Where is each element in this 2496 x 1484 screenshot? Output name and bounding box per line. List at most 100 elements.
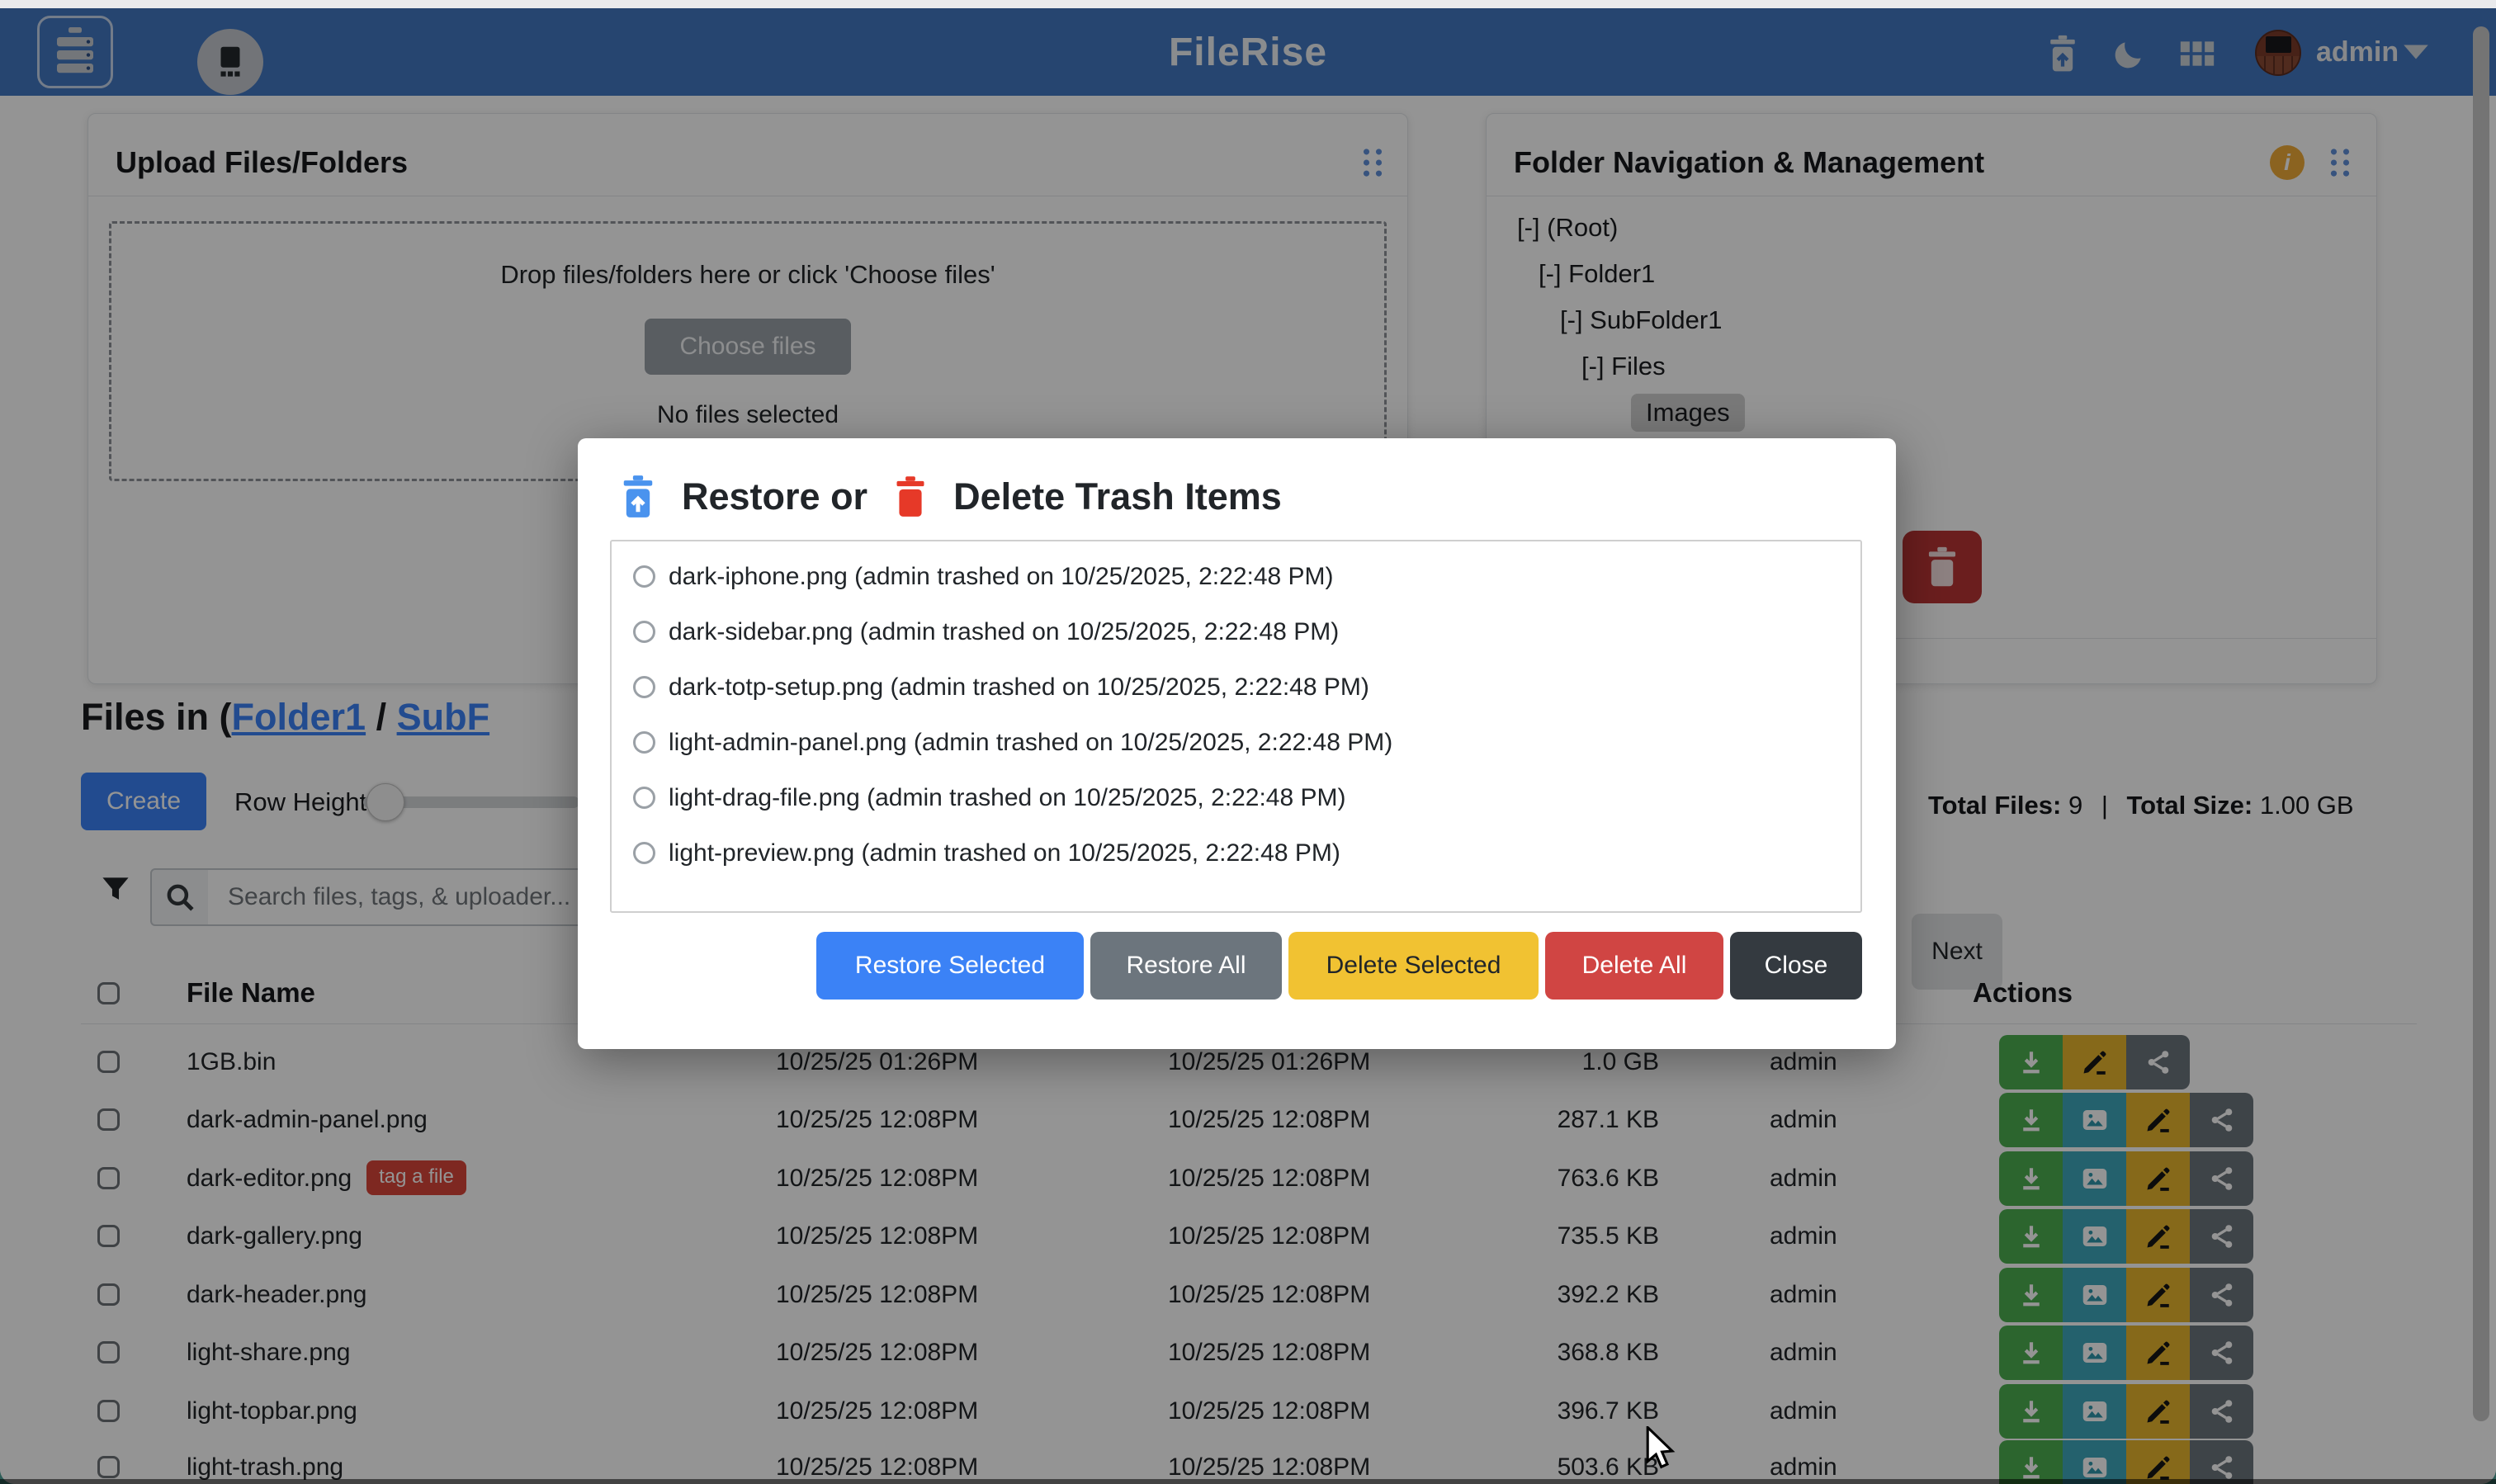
edit-button[interactable] — [2126, 1151, 2190, 1206]
trash-item-checkbox[interactable] — [633, 565, 655, 588]
row-actions — [1999, 1209, 2253, 1264]
next-page-button[interactable]: Next — [1912, 914, 2002, 990]
download-button[interactable] — [1999, 1093, 2063, 1147]
preview-button[interactable] — [2063, 1151, 2126, 1206]
server-logo-icon[interactable] — [37, 16, 113, 88]
drag-handle-icon[interactable] — [2328, 147, 2352, 178]
download-button[interactable] — [1999, 1268, 2063, 1322]
file-name[interactable]: dark-admin-panel.png — [187, 1106, 428, 1133]
edit-button[interactable] — [2063, 1035, 2126, 1089]
share-button[interactable] — [2190, 1268, 2253, 1322]
upload-date: 10/25/25 12:08PM — [1168, 1397, 1371, 1425]
edit-button[interactable] — [2126, 1268, 2190, 1322]
trash-restore-icon[interactable] — [2045, 35, 2081, 72]
tree-node-subfolder1[interactable]: [-] SubFolder1 — [1560, 305, 1723, 334]
filter-icon[interactable] — [97, 872, 134, 912]
preview-button[interactable] — [2063, 1440, 2126, 1484]
files-heading-prefix: Files in ( — [81, 696, 232, 738]
column-header-file-name[interactable]: File Name — [187, 977, 315, 1008]
choose-files-button[interactable]: Choose files — [645, 319, 851, 375]
preview-button[interactable] — [2063, 1268, 2126, 1322]
edit-button[interactable] — [2126, 1209, 2190, 1264]
upload-date: 10/25/25 12:08PM — [1168, 1453, 1371, 1481]
info-icon[interactable]: i — [2270, 145, 2305, 180]
restore-all-button[interactable]: Restore All — [1090, 932, 1282, 1000]
preview-button[interactable] — [2063, 1209, 2126, 1264]
upload-card-title: Upload Files/Folders — [116, 145, 409, 179]
trash-item-checkbox[interactable] — [633, 676, 655, 698]
moon-icon[interactable] — [2111, 35, 2148, 72]
download-button[interactable] — [1999, 1151, 2063, 1206]
user-menu-label[interactable]: admin — [2316, 36, 2399, 68]
caret-down-icon[interactable] — [2400, 40, 2432, 69]
share-button[interactable] — [2190, 1209, 2253, 1264]
trash-list-item: dark-totp-setup.png (admin trashed on 10… — [612, 659, 1860, 715]
edit-button[interactable] — [2126, 1093, 2190, 1147]
share-button[interactable] — [2190, 1093, 2253, 1147]
file-tag-badge[interactable]: tag a file — [366, 1160, 466, 1195]
file-name[interactable]: light-share.png — [187, 1339, 351, 1366]
share-button[interactable] — [2190, 1326, 2253, 1380]
modified-date: 10/25/25 12:08PM — [776, 1281, 979, 1308]
tree-node-files[interactable]: [-] Files — [1581, 352, 1666, 380]
close-button[interactable]: Close — [1730, 932, 1862, 1000]
restore-selected-button[interactable]: Restore Selected — [816, 932, 1084, 1000]
delete-all-button[interactable]: Delete All — [1545, 932, 1723, 1000]
edit-button[interactable] — [2126, 1440, 2190, 1484]
tree-node-images[interactable]: Images — [1631, 394, 1745, 432]
file-name[interactable]: light-topbar.png — [187, 1397, 357, 1425]
row-checkbox[interactable] — [97, 1400, 120, 1422]
trash-item-checkbox[interactable] — [633, 787, 655, 809]
download-button[interactable] — [1999, 1384, 2063, 1439]
avatar[interactable] — [2255, 30, 2301, 76]
download-button[interactable] — [1999, 1326, 2063, 1380]
download-button[interactable] — [1999, 1440, 2063, 1484]
share-button[interactable] — [2126, 1035, 2190, 1089]
breadcrumb-folder1-link[interactable]: Folder1 — [231, 696, 366, 738]
share-button[interactable] — [2190, 1384, 2253, 1439]
grid-icon[interactable] — [2179, 35, 2215, 72]
delete-selected-button[interactable]: Delete Selected — [1288, 932, 1539, 1000]
file-name[interactable]: dark-gallery.png — [187, 1222, 362, 1250]
file-name[interactable]: dark-editor.png tag a file — [187, 1150, 466, 1208]
file-size: 763.6 KB — [1557, 1165, 1659, 1192]
preview-button[interactable] — [2063, 1384, 2126, 1439]
share-button[interactable] — [2190, 1440, 2253, 1484]
scanner-icon[interactable] — [197, 29, 263, 95]
row-checkbox[interactable] — [97, 1108, 120, 1131]
tree-node-folder1[interactable]: [-] Folder1 — [1539, 259, 1656, 288]
row-checkbox[interactable] — [97, 1283, 120, 1306]
download-button[interactable] — [1999, 1035, 2063, 1089]
file-name[interactable]: 1GB.bin — [187, 1048, 277, 1075]
row-height-slider-thumb[interactable] — [366, 783, 404, 821]
trash-icon — [1928, 546, 1956, 587]
select-all-checkbox[interactable] — [97, 982, 120, 1004]
scrollbar-thumb[interactable] — [2473, 26, 2489, 1421]
modal-buttons: Restore Selected Restore All Delete Select… — [816, 932, 1862, 1000]
trash-item-checkbox[interactable] — [633, 621, 655, 643]
share-button[interactable] — [2190, 1151, 2253, 1206]
row-checkbox[interactable] — [97, 1167, 120, 1189]
trash-item-checkbox[interactable] — [633, 842, 655, 864]
row-checkbox[interactable] — [97, 1341, 120, 1363]
file-name[interactable]: light-trash.png — [187, 1453, 344, 1481]
row-height-slider[interactable] — [363, 796, 579, 808]
trash-item-checkbox[interactable] — [633, 731, 655, 754]
file-name[interactable]: dark-header.png — [187, 1281, 367, 1308]
search-input[interactable] — [208, 868, 645, 926]
download-button[interactable] — [1999, 1209, 2063, 1264]
delete-folder-button[interactable] — [1903, 531, 1982, 603]
edit-button[interactable] — [2126, 1384, 2190, 1439]
upload-date: 10/25/25 01:26PM — [1168, 1048, 1371, 1075]
row-checkbox[interactable] — [97, 1051, 120, 1073]
column-header-actions: Actions — [1973, 977, 2073, 1008]
row-checkbox[interactable] — [97, 1456, 120, 1478]
breadcrumb-subfolder-link[interactable]: SubF — [396, 696, 490, 738]
tree-node-root[interactable]: [-] (Root) — [1517, 213, 1619, 242]
preview-button[interactable] — [2063, 1326, 2126, 1380]
edit-button[interactable] — [2126, 1326, 2190, 1380]
row-checkbox[interactable] — [97, 1225, 120, 1247]
drag-handle-icon[interactable] — [1360, 147, 1385, 178]
preview-button[interactable] — [2063, 1093, 2126, 1147]
create-button[interactable]: Create — [81, 773, 206, 830]
